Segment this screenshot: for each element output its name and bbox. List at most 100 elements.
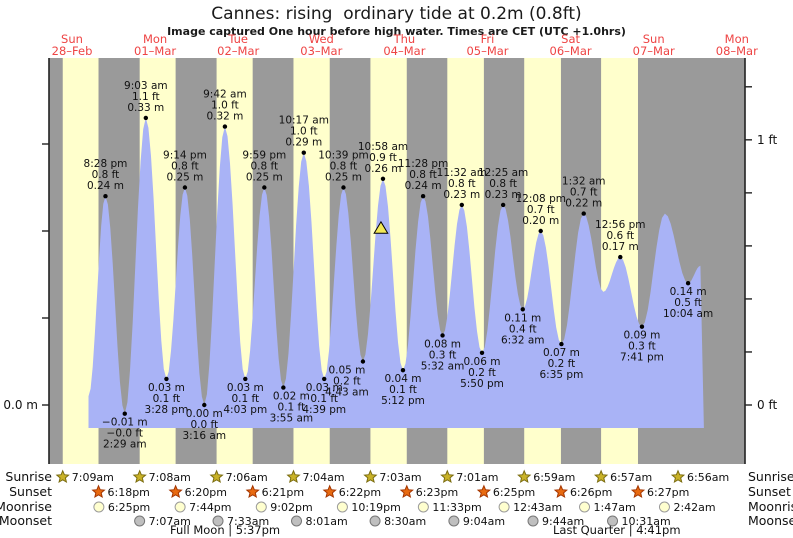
astro-row-label-left-sunrise: Sunrise xyxy=(5,469,52,484)
tide-chart-svg: 8:28 pm0.8 ft0.24 m−0.01 m−0.0 ft2:29 am… xyxy=(0,0,793,538)
day-label: Fri05–Mar xyxy=(466,32,508,58)
day-label: Mon08–Mar xyxy=(716,32,758,58)
moon-phase-label: Last Quarter | 4:41pm xyxy=(553,523,681,537)
tide-point-dot xyxy=(686,281,690,285)
moonrise-circle-icon xyxy=(256,502,266,512)
astro-time-label: 6:57am xyxy=(610,471,652,484)
astro-time-label: 8:30am xyxy=(384,515,426,528)
astro-row-label-right-moonset: Moonset xyxy=(748,513,793,528)
astro-row-label-right-sunset: Sunset xyxy=(748,484,791,499)
sunrise-star-icon xyxy=(441,471,453,482)
astro-time-label: 6:21pm xyxy=(262,486,304,499)
astro-time-label: 11:33pm xyxy=(432,501,481,514)
astro-time-label: 7:09am xyxy=(72,471,114,484)
astro-time-label: 9:02pm xyxy=(270,501,312,514)
tide-point-dot xyxy=(144,116,148,120)
astro-time-label: 7:08am xyxy=(149,471,191,484)
tide-point-dot xyxy=(618,255,622,259)
day-label: Sun07–Mar xyxy=(633,32,675,58)
sunrise-star-icon xyxy=(57,471,69,482)
day-label: Sun28–Feb xyxy=(52,32,93,58)
astro-time-label: 6:22pm xyxy=(339,486,381,499)
astro-time-label: 7:01am xyxy=(456,471,498,484)
moonset-circle-icon xyxy=(370,516,380,526)
tide-point-dot xyxy=(521,307,525,311)
astro-row-label-left-moonset: Moonset xyxy=(0,513,52,528)
astro-time-label: 7:03am xyxy=(379,471,421,484)
astro-time-label: 1:47am xyxy=(594,501,636,514)
moonrise-circle-icon xyxy=(418,502,428,512)
sunset-star-icon xyxy=(555,486,567,497)
moonrise-circle-icon xyxy=(659,502,669,512)
tide-point-dot xyxy=(243,377,247,381)
moonrise-circle-icon xyxy=(580,502,590,512)
tide-point-dot xyxy=(123,412,127,416)
astro-time-label: 6:25pm xyxy=(493,486,535,499)
astro-time-label: 6:56am xyxy=(687,471,729,484)
sunrise-star-icon xyxy=(288,471,300,482)
tide-point-dot xyxy=(183,185,187,189)
sunrise-star-icon xyxy=(518,471,530,482)
moonset-circle-icon xyxy=(292,516,302,526)
moonrise-circle-icon xyxy=(94,502,104,512)
tide-point-dot xyxy=(480,351,484,355)
astro-time-label: 6:59am xyxy=(533,471,575,484)
day-label: Thu04–Mar xyxy=(383,32,425,58)
low-tide-label: −0.01 m−0.0 ft2:29 am xyxy=(102,417,148,451)
left-axis-label-0m: 0.0 m xyxy=(3,398,38,412)
sunrise-star-icon xyxy=(211,471,223,482)
tide-point-dot xyxy=(164,377,168,381)
astro-time-label: 8:01am xyxy=(306,515,348,528)
astro-time-label: 7:04am xyxy=(302,471,344,484)
sunset-star-icon xyxy=(632,486,644,497)
tide-forecast-page: { "header": { "title": "Cannes: rising o… xyxy=(0,0,793,538)
tide-point-dot xyxy=(640,325,644,329)
day-label: Tue02–Mar xyxy=(217,32,259,58)
astro-row-label-left-sunset: Sunset xyxy=(9,484,52,499)
astro-row-label-right-sunrise: Sunrise xyxy=(748,469,793,484)
right-axis-label-1ft: 1 ft xyxy=(757,133,777,147)
astro-time-label: 7:06am xyxy=(226,471,268,484)
moonrise-circle-icon xyxy=(499,502,509,512)
tide-point-dot xyxy=(223,124,227,128)
sunset-star-icon xyxy=(324,486,336,497)
astro-row-label-right-moonrise: Moonrise xyxy=(748,499,793,514)
sunset-star-icon xyxy=(247,486,259,497)
tide-point-dot xyxy=(460,203,464,207)
tide-point-dot xyxy=(281,385,285,389)
moon-phase-label: Full Moon | 5:37pm xyxy=(170,523,280,537)
astro-time-label: 6:23pm xyxy=(416,486,458,499)
astro-time-label: 6:26pm xyxy=(570,486,612,499)
tide-point-dot xyxy=(440,333,444,337)
day-label: Wed03–Mar xyxy=(300,32,342,58)
day-label: Sat06–Mar xyxy=(550,32,592,58)
tide-point-dot xyxy=(381,177,385,181)
day-label: Mon01–Mar xyxy=(134,32,176,58)
tide-point-dot xyxy=(202,403,206,407)
tide-point-dot xyxy=(341,185,345,189)
sunrise-star-icon xyxy=(672,471,684,482)
tide-point-dot xyxy=(361,359,365,363)
astro-time-label: 6:25pm xyxy=(108,501,150,514)
sunrise-star-icon xyxy=(595,471,607,482)
sunset-star-icon xyxy=(93,486,105,497)
moonset-circle-icon xyxy=(135,516,145,526)
sunset-star-icon xyxy=(170,486,182,497)
astro-time-label: 2:42am xyxy=(673,501,715,514)
astro-row-label-left-moonrise: Moonrise xyxy=(0,499,52,514)
moonrise-circle-icon xyxy=(337,502,347,512)
moonset-circle-icon xyxy=(449,516,459,526)
tide-point-dot xyxy=(421,194,425,198)
moonset-circle-icon xyxy=(528,516,538,526)
tide-point-dot xyxy=(262,185,266,189)
astro-time-label: 7:44pm xyxy=(189,501,231,514)
sunrise-star-icon xyxy=(134,471,146,482)
tide-point-dot xyxy=(539,229,543,233)
sunset-star-icon xyxy=(401,486,413,497)
right-axis-label-0ft: 0 ft xyxy=(757,398,777,412)
astro-time-label: 6:27pm xyxy=(647,486,689,499)
tide-point-dot xyxy=(401,368,405,372)
astro-time-label: 12:43am xyxy=(513,501,562,514)
tide-point-dot xyxy=(322,377,326,381)
tide-point-dot xyxy=(302,151,306,155)
